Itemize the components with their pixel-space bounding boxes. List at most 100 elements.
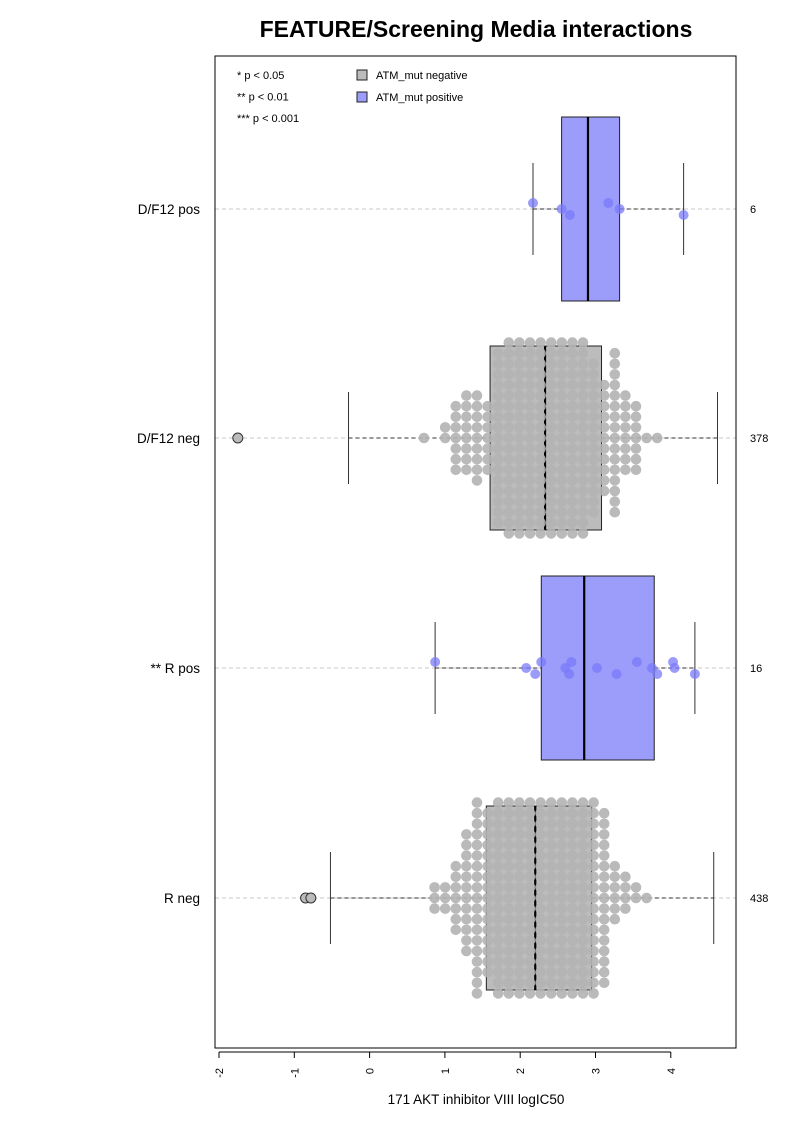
group-count: 6 (750, 204, 756, 216)
x-tick-label: -2 (214, 1068, 226, 1078)
data-point (503, 839, 515, 851)
data-point (524, 432, 536, 444)
data-point (482, 935, 493, 946)
data-point (461, 829, 472, 840)
data-point (556, 913, 568, 925)
data-point (588, 443, 599, 454)
data-point (535, 829, 546, 840)
data-point (524, 496, 536, 507)
data-point (524, 807, 536, 819)
data-point (620, 432, 631, 444)
data-point (556, 945, 568, 957)
data-point (598, 485, 610, 497)
data-point (524, 860, 536, 872)
significance-legend-item: *** p < 0.001 (237, 113, 299, 125)
data-point (630, 400, 642, 412)
data-point (503, 443, 515, 454)
data-point (492, 369, 504, 380)
data-point (556, 528, 568, 539)
data-point (567, 797, 578, 808)
data-point (439, 882, 451, 893)
data-point (514, 432, 525, 444)
data-point (503, 422, 515, 433)
data-point (535, 411, 546, 423)
data-point (556, 892, 568, 904)
data-point (556, 797, 568, 808)
data-point (556, 829, 568, 840)
data-point (577, 871, 589, 883)
data-point (620, 443, 631, 454)
data-point (545, 956, 557, 967)
data-point (598, 871, 610, 883)
data-point (598, 966, 610, 978)
data-point (588, 432, 599, 444)
data-point (611, 669, 622, 679)
data-point (588, 977, 599, 989)
data-point (503, 464, 515, 476)
data-point (503, 485, 515, 497)
data-point (545, 390, 557, 401)
data-point (461, 422, 472, 433)
data-point (535, 924, 546, 936)
x-tick-label: 3 (591, 1068, 603, 1074)
data-point (588, 924, 599, 936)
data-point (461, 390, 472, 401)
data-point (524, 347, 536, 359)
data-point (588, 422, 599, 433)
data-point (503, 988, 515, 999)
data-point (524, 517, 536, 529)
data-point (630, 892, 642, 904)
group-count: 378 (750, 433, 768, 445)
data-point (545, 337, 557, 348)
data-point (598, 977, 610, 989)
data-point (503, 935, 515, 946)
data-point (545, 903, 557, 914)
data-point (450, 860, 462, 872)
data-point (530, 669, 541, 679)
data-point (503, 475, 515, 486)
data-point (620, 400, 631, 412)
data-point (461, 850, 472, 861)
data-point (609, 506, 621, 518)
group-label: D/F12 pos (138, 202, 201, 217)
data-point (567, 924, 578, 936)
data-point (482, 860, 493, 872)
data-point (482, 892, 493, 904)
data-point (482, 913, 493, 925)
data-point (620, 453, 631, 465)
data-point (577, 453, 589, 465)
data-point (492, 443, 504, 454)
data-point (588, 485, 599, 497)
data-point (503, 860, 515, 872)
data-point (577, 411, 589, 423)
data-point (429, 882, 440, 893)
data-point (514, 850, 525, 861)
data-point (482, 443, 493, 454)
data-point (514, 913, 525, 925)
data-point (471, 464, 483, 476)
data-point (598, 860, 610, 872)
data-point (471, 860, 483, 872)
data-point (492, 945, 504, 957)
data-point (545, 496, 557, 507)
data-point (492, 839, 504, 851)
x-tick-label: 0 (365, 1068, 377, 1074)
legend-swatch (356, 91, 368, 103)
data-point (556, 882, 568, 893)
data-point (461, 860, 472, 872)
data-point (535, 945, 546, 957)
data-point (577, 945, 589, 957)
data-point (609, 432, 621, 444)
data-point (567, 871, 578, 883)
data-point (556, 818, 568, 830)
data-point (620, 411, 631, 423)
data-point (567, 411, 578, 423)
data-point (461, 400, 472, 412)
data-point (620, 892, 631, 904)
data-point (598, 464, 610, 476)
data-point (545, 453, 557, 465)
data-point (514, 528, 525, 539)
data-point (556, 358, 568, 370)
data-point (609, 892, 621, 904)
data-point (556, 411, 568, 423)
